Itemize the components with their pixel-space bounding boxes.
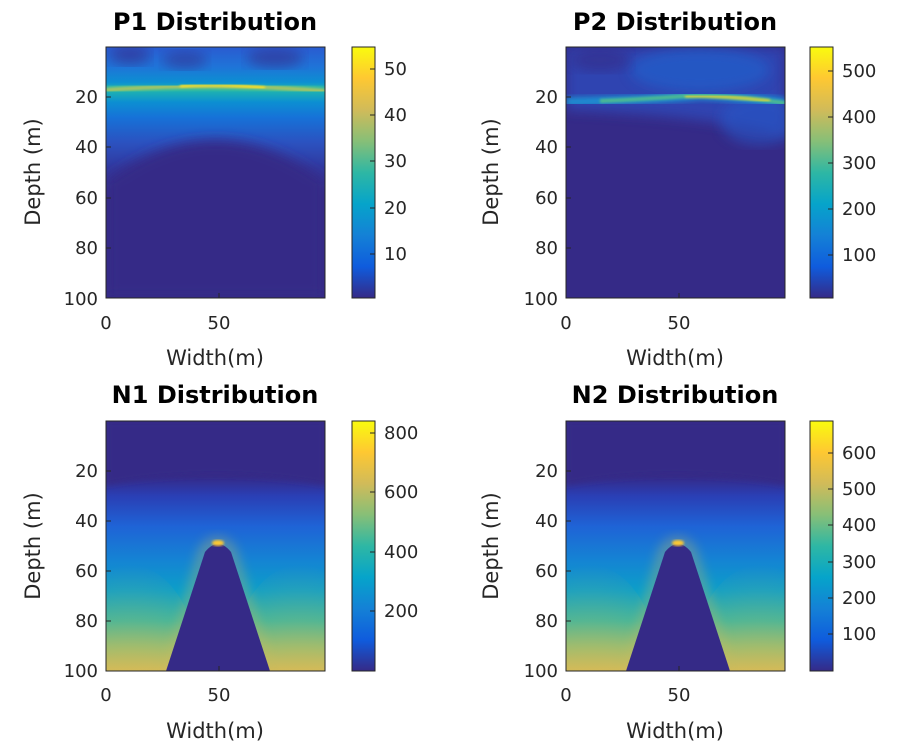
colorbar-p1 xyxy=(352,47,375,298)
colorbar-tick-label: 200 xyxy=(842,199,876,220)
y-tick-label: 100 xyxy=(524,289,558,310)
y-tick-label: 40 xyxy=(535,137,558,158)
x-axis-label: Width(m) xyxy=(626,346,724,370)
chart-title-p2: P2 Distribution xyxy=(573,8,777,36)
y-tick-label: 20 xyxy=(75,461,98,482)
colorbar-tick-label: 100 xyxy=(842,624,876,645)
y-axis-label: Depth (m) xyxy=(479,492,503,599)
x-tick-label: 0 xyxy=(560,685,571,706)
axes-frame-p2 xyxy=(565,46,786,299)
colorbar-tick-label: 400 xyxy=(842,107,876,128)
y-tick-label: 80 xyxy=(75,238,98,259)
heatmap-p1 xyxy=(106,47,325,298)
colorbar-p2 xyxy=(810,47,833,298)
y-tick-label: 100 xyxy=(524,661,558,682)
y-tick-label: 60 xyxy=(535,188,558,209)
y-tick-label: 60 xyxy=(535,561,558,582)
x-axis-label: Width(m) xyxy=(166,346,264,370)
colorbar-tick-label: 40 xyxy=(384,105,407,126)
y-tick-label: 100 xyxy=(64,661,98,682)
y-axis-label: Depth (m) xyxy=(21,118,45,225)
y-axis-label: Depth (m) xyxy=(479,118,503,225)
panel-n1: N1 Distribution 20 40 60 80 100 0 50 Wid… xyxy=(21,381,418,743)
axes-frame-n2 xyxy=(565,420,786,672)
colorbar-tick-label: 600 xyxy=(842,443,876,464)
x-tick-label: 0 xyxy=(560,313,571,334)
heatmap-n2 xyxy=(566,421,785,671)
y-tick-label: 20 xyxy=(75,87,98,108)
colorbar-tick-label: 30 xyxy=(384,151,407,172)
colorbar-tick-label: 300 xyxy=(842,552,876,573)
x-tick-label: 0 xyxy=(100,685,111,706)
colorbar-tick-label: 500 xyxy=(842,61,876,82)
x-tick-label: 50 xyxy=(668,313,691,334)
y-tick-label: 80 xyxy=(75,611,98,632)
x-axis-label: Width(m) xyxy=(626,719,724,743)
panel-n2: N2 Distribution 20 40 60 80 100 0 50 Wid… xyxy=(479,381,876,743)
x-tick-label: 50 xyxy=(208,313,231,334)
colorbar-tick-label: 400 xyxy=(842,515,876,536)
y-tick-label: 20 xyxy=(535,461,558,482)
heatmap-p2 xyxy=(566,47,785,298)
colorbar-tick-label: 800 xyxy=(384,423,418,444)
chart-title-p1: P1 Distribution xyxy=(113,8,317,36)
colorbar-n2 xyxy=(810,421,833,671)
x-axis-label: Width(m) xyxy=(166,719,264,743)
colorbar-tick-label: 20 xyxy=(384,198,407,219)
heatmap-n1 xyxy=(106,421,325,671)
colorbar-tick-label: 200 xyxy=(384,601,418,622)
y-tick-label: 60 xyxy=(75,561,98,582)
x-tick-label: 50 xyxy=(208,685,231,706)
axes-frame-p1 xyxy=(105,46,326,299)
chart-title-n1: N1 Distribution xyxy=(112,381,319,409)
y-axis-label: Depth (m) xyxy=(21,492,45,599)
y-tick-label: 40 xyxy=(535,511,558,532)
colorbar-tick-label: 50 xyxy=(384,59,407,80)
colorbar-n1 xyxy=(352,421,375,671)
panel-p1: P1 Distribution 20 40 60 80 100 0 50 xyxy=(21,8,407,370)
colorbar-tick-label: 200 xyxy=(842,588,876,609)
colorbar-tick-label: 400 xyxy=(384,542,418,563)
chart-title-n2: N2 Distribution xyxy=(572,381,779,409)
y-tick-label: 80 xyxy=(535,238,558,259)
y-tick-label: 80 xyxy=(535,611,558,632)
x-tick-label: 50 xyxy=(668,685,691,706)
axes-frame-n1 xyxy=(105,420,326,672)
panel-p2: P2 Distribution 20 40 60 80 100 0 50 Wid… xyxy=(479,8,876,370)
colorbar-tick-label: 600 xyxy=(384,482,418,503)
colorbar-tick-label: 300 xyxy=(842,153,876,174)
y-tick-label: 40 xyxy=(75,511,98,532)
y-tick-label: 20 xyxy=(535,87,558,108)
colorbar-tick-label: 10 xyxy=(384,244,407,265)
x-tick-label: 0 xyxy=(100,313,111,334)
colorbar-tick-label: 100 xyxy=(842,245,876,266)
y-tick-label: 100 xyxy=(64,289,98,310)
y-tick-label: 40 xyxy=(75,137,98,158)
y-tick-label: 60 xyxy=(75,188,98,209)
colorbar-tick-label: 500 xyxy=(842,479,876,500)
